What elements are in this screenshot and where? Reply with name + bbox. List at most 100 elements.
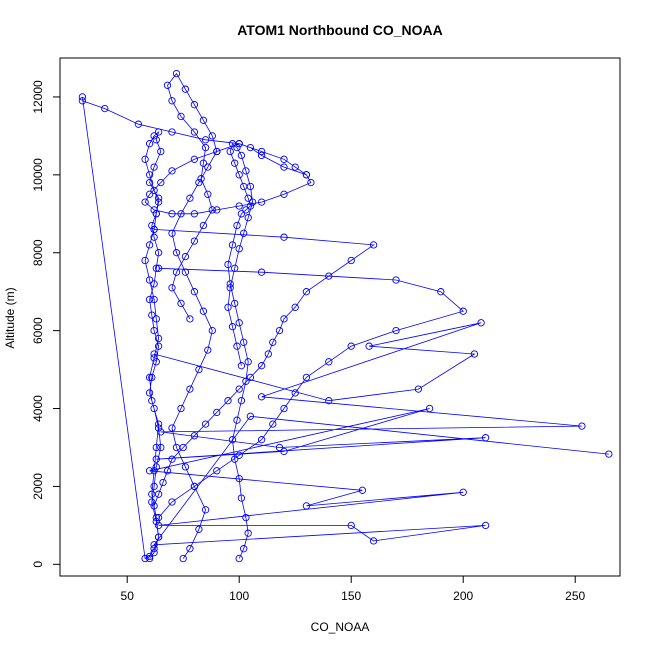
data-point — [186, 545, 194, 553]
data-point — [233, 416, 241, 424]
data-point — [152, 455, 160, 463]
data-point — [244, 194, 252, 202]
data-point — [150, 186, 158, 195]
data-point — [154, 490, 163, 498]
data-point — [150, 548, 158, 557]
data-point — [145, 241, 154, 249]
data-point — [358, 486, 367, 494]
data-point — [213, 147, 221, 156]
data-point — [181, 85, 190, 93]
data-point — [152, 443, 160, 452]
data-point — [325, 358, 333, 366]
y-tick-label: 6000 — [31, 317, 45, 344]
data-point — [365, 342, 373, 350]
data-point — [150, 502, 158, 510]
data-point — [481, 434, 490, 442]
data-point — [280, 190, 288, 198]
series-line — [153, 229, 375, 507]
series-line — [82, 100, 312, 215]
data-point — [347, 256, 355, 265]
data-point — [392, 276, 400, 284]
data-point — [201, 506, 210, 514]
data-point — [154, 264, 163, 272]
data-point — [213, 408, 221, 417]
data-point — [152, 315, 160, 323]
data-point — [145, 552, 154, 561]
data-point — [190, 155, 199, 163]
data-point — [264, 350, 272, 358]
data-point — [231, 455, 239, 463]
data-point — [186, 385, 194, 393]
data-point — [152, 358, 160, 366]
data-point — [179, 443, 187, 452]
data-point — [224, 260, 232, 269]
data-point — [235, 319, 243, 327]
data-point — [240, 338, 248, 346]
data-point — [154, 533, 163, 541]
data-point — [177, 404, 185, 413]
data-point — [246, 182, 255, 191]
data-point — [152, 513, 160, 522]
data-point — [141, 554, 149, 563]
data-point — [145, 276, 154, 284]
data-point — [199, 307, 208, 315]
data-point — [172, 249, 181, 257]
data-point — [145, 190, 154, 198]
data-point — [280, 155, 288, 163]
data-point — [369, 537, 378, 545]
data-point — [204, 163, 212, 171]
data-point — [168, 97, 176, 105]
data-point — [477, 319, 485, 327]
data-point — [481, 521, 490, 530]
series-line — [82, 96, 162, 560]
data-point — [605, 450, 613, 458]
data-point — [163, 467, 172, 475]
data-point — [204, 190, 212, 198]
data-point — [148, 311, 156, 319]
data-point — [280, 163, 288, 171]
data-point — [177, 112, 185, 121]
data-point — [213, 206, 221, 214]
data-point — [237, 210, 246, 218]
data-point — [101, 104, 109, 113]
data-point — [224, 397, 232, 405]
data-point — [347, 342, 355, 350]
y-tick-label: 2000 — [31, 473, 45, 500]
data-point — [168, 210, 176, 218]
data-point — [244, 529, 252, 537]
data-point — [195, 365, 203, 374]
data-point — [157, 147, 165, 156]
data-point — [141, 155, 149, 163]
data-point — [145, 554, 154, 563]
data-point — [235, 451, 243, 459]
data-point — [228, 436, 237, 444]
data-point — [157, 443, 165, 452]
data-point — [134, 120, 143, 128]
data-point — [392, 326, 400, 335]
x-tick-label: 150 — [341, 589, 361, 603]
y-tick-label: 10000 — [31, 158, 45, 192]
x-tick-label: 100 — [229, 589, 249, 603]
data-point — [150, 326, 158, 335]
data-point — [150, 354, 158, 362]
x-axis-ticks: 50 100 150 200 250 — [121, 575, 586, 603]
data-point — [168, 455, 176, 463]
data-point — [237, 494, 246, 502]
data-point — [257, 436, 266, 444]
data-point — [190, 432, 199, 440]
data-point — [148, 397, 156, 405]
data-point — [179, 554, 187, 563]
data-point — [224, 303, 232, 311]
data-point — [195, 178, 203, 187]
data-point — [148, 498, 156, 506]
x-tick-label: 200 — [453, 589, 473, 603]
data-point — [246, 143, 255, 152]
data-point — [459, 307, 467, 315]
data-point — [235, 554, 243, 563]
data-point — [145, 373, 154, 382]
data-point — [190, 288, 199, 296]
y-tick-label: 4000 — [31, 395, 45, 422]
data-point — [145, 178, 154, 187]
data-point — [325, 397, 333, 405]
data-point — [145, 389, 154, 397]
